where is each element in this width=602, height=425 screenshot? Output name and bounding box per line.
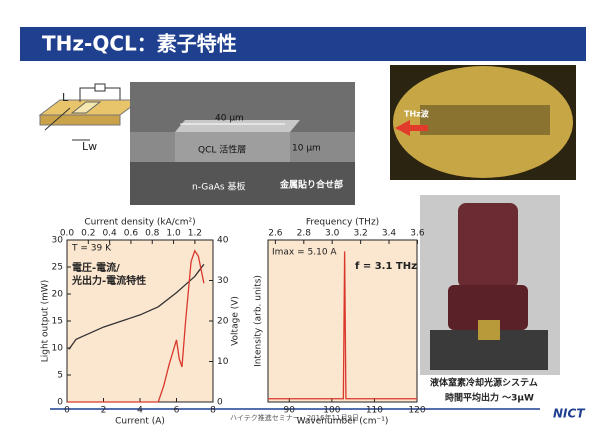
annotation: Imax = 5.10 A	[272, 248, 337, 258]
x-tick-label: 8	[210, 406, 216, 416]
x2-axis-label: Current density (kA/cm²)	[84, 218, 195, 228]
data-line	[67, 249, 205, 403]
title-bar	[20, 27, 586, 61]
data-line	[268, 251, 417, 400]
x2-tick-label: 0.0	[60, 229, 75, 239]
y2-tick-label: 0	[217, 398, 223, 408]
y-axis-label: Light output (mW)	[41, 280, 51, 363]
sem-label: n-GaAs 基板	[192, 181, 245, 193]
x2-tick-label: 0.6	[124, 229, 139, 239]
y2-axis-label: Voltage (V)	[231, 296, 241, 346]
y-tick-label: 25	[52, 263, 63, 273]
x-tick-label: 100	[323, 406, 340, 416]
x-tick-label: 4	[137, 406, 143, 416]
x2-axis-label: Frequency (THz)	[306, 218, 379, 228]
y2-tick-label: 30	[217, 276, 229, 286]
y-tick-label: 15	[52, 317, 63, 327]
sem-image	[130, 82, 355, 205]
y-tick-label: 10	[52, 344, 64, 354]
x-tick-label: 110	[366, 406, 383, 416]
x2-tick-label: 3.2	[353, 229, 367, 239]
x-tick-label: 2	[101, 406, 107, 416]
x2-tick-label: 3.0	[325, 229, 340, 239]
device-photo	[390, 65, 576, 180]
x2-tick-label: 1.2	[188, 229, 202, 239]
caption: 時間平均出力 ～3μW	[445, 392, 534, 404]
y-tick-label: 0	[57, 398, 63, 408]
x-tick-label: 90	[284, 406, 296, 416]
x2-tick-label: 2.6	[268, 229, 283, 239]
sem-label: 金属貼り合せ部	[279, 179, 343, 191]
y-axis-label: Intensity (arb. units)	[254, 275, 264, 367]
charts: 0 2 4 6 8 0.0 0.2 0.4 0.6 0.8 1.0 1.2 0 5 10 15 20 25 30 0 1…	[41, 218, 426, 425]
x2-tick-label: 0.8	[145, 229, 160, 239]
annotation: 光出力-電流特性	[71, 274, 146, 287]
x-axis-label: Wavenumber (cm⁻¹)	[297, 417, 389, 425]
y2-tick-label: 40	[217, 236, 229, 246]
x2-tick-label: 1.0	[166, 229, 181, 239]
x2-tick-label: 3.6	[410, 229, 425, 239]
x2-tick-label: 0.2	[81, 229, 95, 239]
x2-tick-label: 2.8	[297, 229, 312, 239]
y-tick-label: 5	[57, 371, 63, 381]
x-tick-label: 0	[64, 406, 70, 416]
y2-tick-label: 10	[217, 357, 229, 367]
cryostat-photo	[420, 195, 560, 375]
sem-label: QCL 活性層	[198, 144, 246, 156]
caption: 液体窒素冷却光源システム	[430, 377, 538, 389]
x2-tick-label: 3.4	[382, 229, 397, 239]
logo: NICT	[553, 407, 585, 421]
x-tick-label: 120	[408, 406, 425, 416]
y2-tick-label: 20	[217, 317, 229, 327]
footer: ハイテク推進セミナー，2016年11月9日	[230, 413, 359, 422]
x2-tick-label: 0.4	[102, 229, 117, 239]
schematic	[38, 83, 142, 141]
sem-label: 40 μm	[215, 114, 244, 124]
photo-label: THz波	[404, 109, 430, 119]
annotation: f = 3.1 THz	[355, 261, 417, 272]
y-tick-label: 20	[52, 290, 64, 300]
x-tick-label: 6	[174, 406, 180, 416]
y-tick-label: 30	[52, 236, 64, 246]
title: THz-QCL：素子特性	[42, 32, 237, 56]
schematic-label: Lw	[82, 140, 97, 153]
plot-area	[267, 239, 418, 403]
schematic-label: L	[62, 91, 69, 104]
x-axis-label: Current (A)	[115, 417, 165, 425]
annotation: T = 39 K	[71, 244, 112, 254]
annotation: 電圧-電流/	[72, 261, 120, 274]
sem-label: 10 μm	[292, 144, 321, 154]
